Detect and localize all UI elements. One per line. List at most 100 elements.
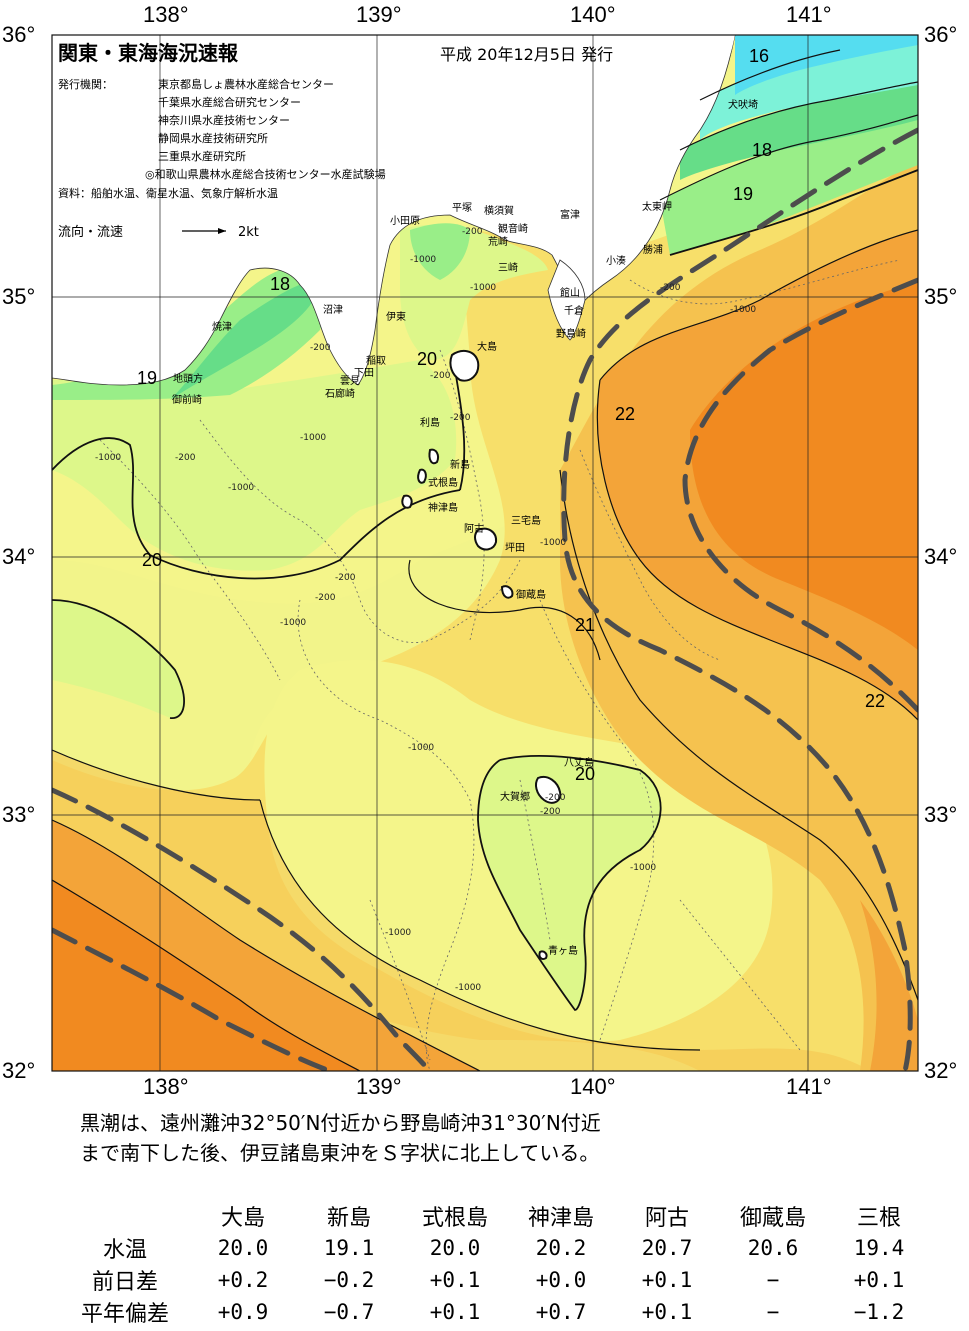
sea-area-23c bbox=[690, 282, 918, 650]
lat-label: 36° bbox=[924, 22, 957, 47]
depth-label: -1000 bbox=[408, 743, 434, 753]
boso-17c-area bbox=[700, 35, 918, 140]
column-header: 大島 bbox=[220, 1206, 265, 1231]
issue-date: 平成 20年12月5日 発行 bbox=[440, 45, 613, 64]
place-name: 焼津 bbox=[212, 321, 232, 333]
arrow-head-icon bbox=[218, 228, 226, 234]
izu-19c-area bbox=[52, 360, 457, 571]
issuer-item: 神奈川県水産技術センター bbox=[158, 113, 290, 127]
island-aogashima bbox=[538, 950, 548, 961]
island-toshima bbox=[428, 448, 440, 465]
place-name: 利島 bbox=[420, 416, 440, 429]
column-header: 神津島 bbox=[527, 1206, 594, 1231]
depth-label: -1000 bbox=[630, 863, 656, 873]
table-cell: +0.9 bbox=[217, 1300, 269, 1324]
place-name: 阿古 bbox=[464, 522, 484, 535]
island-oshima bbox=[449, 349, 480, 382]
place-name: 神津島 bbox=[428, 501, 458, 514]
table-row: 平年偏差 +0.9 −0.7 +0.1 +0.7 +0.1 − −1.2 bbox=[60, 1296, 932, 1328]
isotherm-label: 18 bbox=[752, 140, 772, 160]
place-name: 沼津 bbox=[323, 303, 343, 316]
place-name: 八丈島 bbox=[564, 756, 594, 769]
place-name: 館山 bbox=[560, 286, 580, 299]
depth-contours bbox=[99, 259, 901, 1071]
island-temperature-table: 大島 新島 式根島 神津島 阿古 御蔵島 三根 水温 20.0 19.1 20.… bbox=[60, 1200, 932, 1328]
row-header: 平年偏差 bbox=[80, 1302, 169, 1327]
land-kanto bbox=[52, 35, 736, 386]
column-header: 三根 bbox=[856, 1206, 901, 1231]
place-name: 犬吠埼 bbox=[728, 98, 758, 111]
isotherm-label: 20 bbox=[575, 764, 595, 784]
table-cell: +0.1 bbox=[641, 1300, 693, 1324]
column-header: 新島 bbox=[326, 1206, 371, 1231]
suruga-18c-inner bbox=[170, 280, 320, 400]
current-legend-label: 流向・流速 bbox=[58, 224, 123, 240]
place-name: 富津 bbox=[560, 208, 580, 221]
depth-label: -200 bbox=[545, 793, 566, 803]
isotherm-label: 22 bbox=[615, 404, 635, 424]
place-name: 大島 bbox=[477, 340, 497, 353]
lon-label: 138° bbox=[143, 2, 189, 27]
lon-label: 140° bbox=[570, 2, 616, 27]
lon-label: 139° bbox=[356, 2, 402, 27]
place-name: 横須賀 bbox=[484, 204, 514, 217]
issuer-item: 千葉県水産総合研究センター bbox=[158, 95, 301, 109]
sagami-18c-area bbox=[410, 223, 470, 280]
place-name: 観音崎 bbox=[498, 222, 528, 235]
row-header: 水温 bbox=[102, 1238, 147, 1263]
table-cell: 20.6 bbox=[747, 1236, 799, 1260]
place-name: 勝浦 bbox=[643, 243, 663, 256]
depth-label: -1000 bbox=[385, 928, 411, 938]
issuer-item: 東京都島しょ農林水産総合センター bbox=[158, 77, 334, 91]
isotherm-label: 21 bbox=[575, 615, 595, 635]
isotherm-lines bbox=[52, 49, 918, 1071]
place-name: 三宅島 bbox=[511, 514, 541, 527]
lat-label: 34° bbox=[2, 544, 35, 569]
table-corner bbox=[60, 1200, 190, 1232]
place-name: 小田原 bbox=[390, 215, 420, 227]
island-shikinejima bbox=[401, 494, 413, 509]
table-cell: − bbox=[766, 1268, 780, 1292]
depth-label: -1000 bbox=[228, 483, 254, 493]
place-name: 坪田 bbox=[505, 541, 525, 554]
isotherm-label: 20 bbox=[417, 349, 437, 369]
depth-label: -1000 bbox=[280, 618, 306, 628]
depth-label: -200 bbox=[540, 807, 561, 817]
table-cell: −0.2 bbox=[323, 1268, 375, 1292]
depth-label: -1000 bbox=[455, 983, 481, 993]
table-cell: − bbox=[766, 1300, 780, 1324]
table-cell: +0.7 bbox=[535, 1300, 587, 1324]
map-title: 関東・東海海況速報 bbox=[58, 41, 239, 65]
latitude-labels-left: 36° 35° 34° 33° 32° bbox=[2, 22, 35, 1083]
hachijo-20c-area bbox=[478, 755, 661, 1010]
column-header: 阿古 bbox=[644, 1206, 689, 1231]
table-cell: 20.7 bbox=[641, 1236, 693, 1260]
sea-area-22c-southeast bbox=[860, 900, 918, 1071]
lat-label: 35° bbox=[2, 284, 35, 309]
longitude-labels-bottom: 138° 139° 140° 141° bbox=[143, 1074, 832, 1099]
place-name: 御蔵島 bbox=[516, 588, 546, 601]
issuer-item: ◎和歌山県農林水産総合技術センター水産試験場 bbox=[145, 167, 386, 181]
depth-label: -200 bbox=[175, 453, 196, 463]
isotherm-label: 16 bbox=[749, 46, 769, 66]
summary-line: まで南下した後、伊豆諸島東沖をＳ字状に北上している。 bbox=[80, 1141, 600, 1165]
lon-label: 139° bbox=[356, 1074, 402, 1099]
table-cell: +0.2 bbox=[217, 1268, 269, 1292]
lon-label: 138° bbox=[143, 1074, 189, 1099]
table-cell: 20.2 bbox=[535, 1236, 587, 1260]
place-name: 小湊 bbox=[606, 254, 626, 267]
boso-18c-area bbox=[680, 82, 918, 180]
table-cell: 19.1 bbox=[323, 1236, 375, 1260]
island-hachijojima bbox=[535, 776, 562, 804]
lon-label: 141° bbox=[786, 2, 832, 27]
land-tokyo-fill bbox=[520, 35, 735, 164]
lat-label: 34° bbox=[924, 544, 957, 569]
row-header: 前日差 bbox=[91, 1270, 158, 1295]
place-name: 平塚 bbox=[452, 202, 472, 214]
table-cell: +0.0 bbox=[535, 1268, 587, 1292]
kuroshio-summary: 黒潮は、遠州灘沖32°50′N付近から野島崎沖31°30′N付近 まで南下した後… bbox=[80, 1108, 940, 1168]
kuroshio-axis bbox=[52, 127, 918, 1071]
island-miyakejima bbox=[474, 527, 498, 551]
place-name: 石廊崎 bbox=[325, 387, 355, 400]
izu-islands bbox=[401, 349, 562, 961]
